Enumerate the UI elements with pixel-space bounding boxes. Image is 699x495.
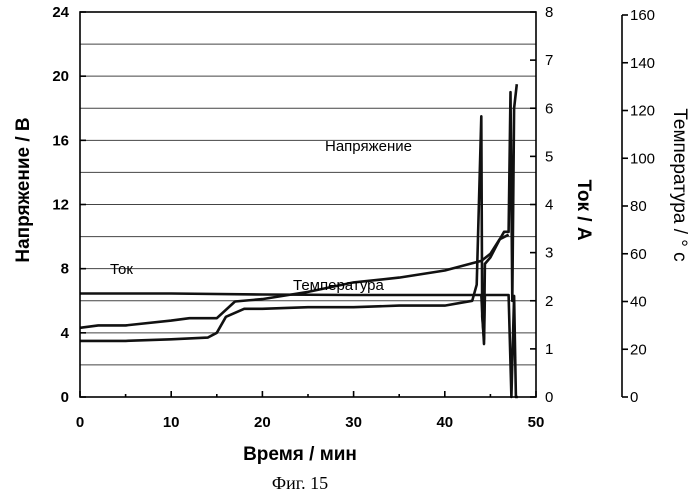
annotation-voltage: Напряжение [325,138,412,155]
annotation-temperature: Температура [293,277,385,294]
voltage-tick-label: 12 [52,197,69,214]
tick-layer: 0102030405004812162024012345678020406080… [52,4,655,431]
voltage-tick-label: 16 [52,132,69,149]
series-layer [80,84,518,397]
temperature-tick-label: 120 [630,103,655,120]
current-tick-label: 0 [545,389,553,406]
current-axis-title: Ток / А [573,179,594,240]
voltage-axis-title: Напряжение / В [13,117,34,262]
voltage-tick-label: 20 [52,68,69,85]
x-tick-label: 50 [528,414,545,431]
current-tick-label: 7 [545,52,553,69]
x-tick-label: 20 [254,414,271,431]
current-tick-label: 6 [545,100,553,117]
temperature-axis-title: Температура / ° с [669,108,690,261]
series-voltage-line [80,84,517,341]
voltage-tick-label: 8 [61,261,69,278]
current-tick-label: 5 [545,148,553,165]
current-tick-label: 8 [545,4,553,21]
current-tick-label: 2 [545,293,553,310]
x-axis-title: Время / мин [243,444,357,465]
temperature-tick-label: 0 [630,389,638,406]
series-current-line [80,294,518,398]
temperature-tick-label: 140 [630,55,655,72]
figure-caption: Фиг. 15 [272,473,328,493]
annotation-current: Ток [110,261,133,278]
current-tick-label: 3 [545,245,553,262]
x-tick-label: 40 [436,414,453,431]
voltage-tick-label: 0 [61,389,69,406]
voltage-tick-label: 4 [61,325,70,342]
temperature-tick-label: 40 [630,294,647,311]
voltage-tick-label: 24 [52,4,69,21]
temperature-tick-label: 60 [630,246,647,263]
temperature-tick-label: 80 [630,198,647,215]
temperature-tick-label: 20 [630,341,647,358]
gridlines [80,44,536,365]
current-tick-label: 4 [545,197,553,214]
temperature-tick-label: 100 [630,150,655,167]
current-tick-label: 1 [545,341,553,358]
x-tick-label: 30 [345,414,362,431]
x-tick-label: 0 [76,414,84,431]
x-tick-label: 10 [163,414,180,431]
temperature-tick-label: 160 [630,7,655,24]
